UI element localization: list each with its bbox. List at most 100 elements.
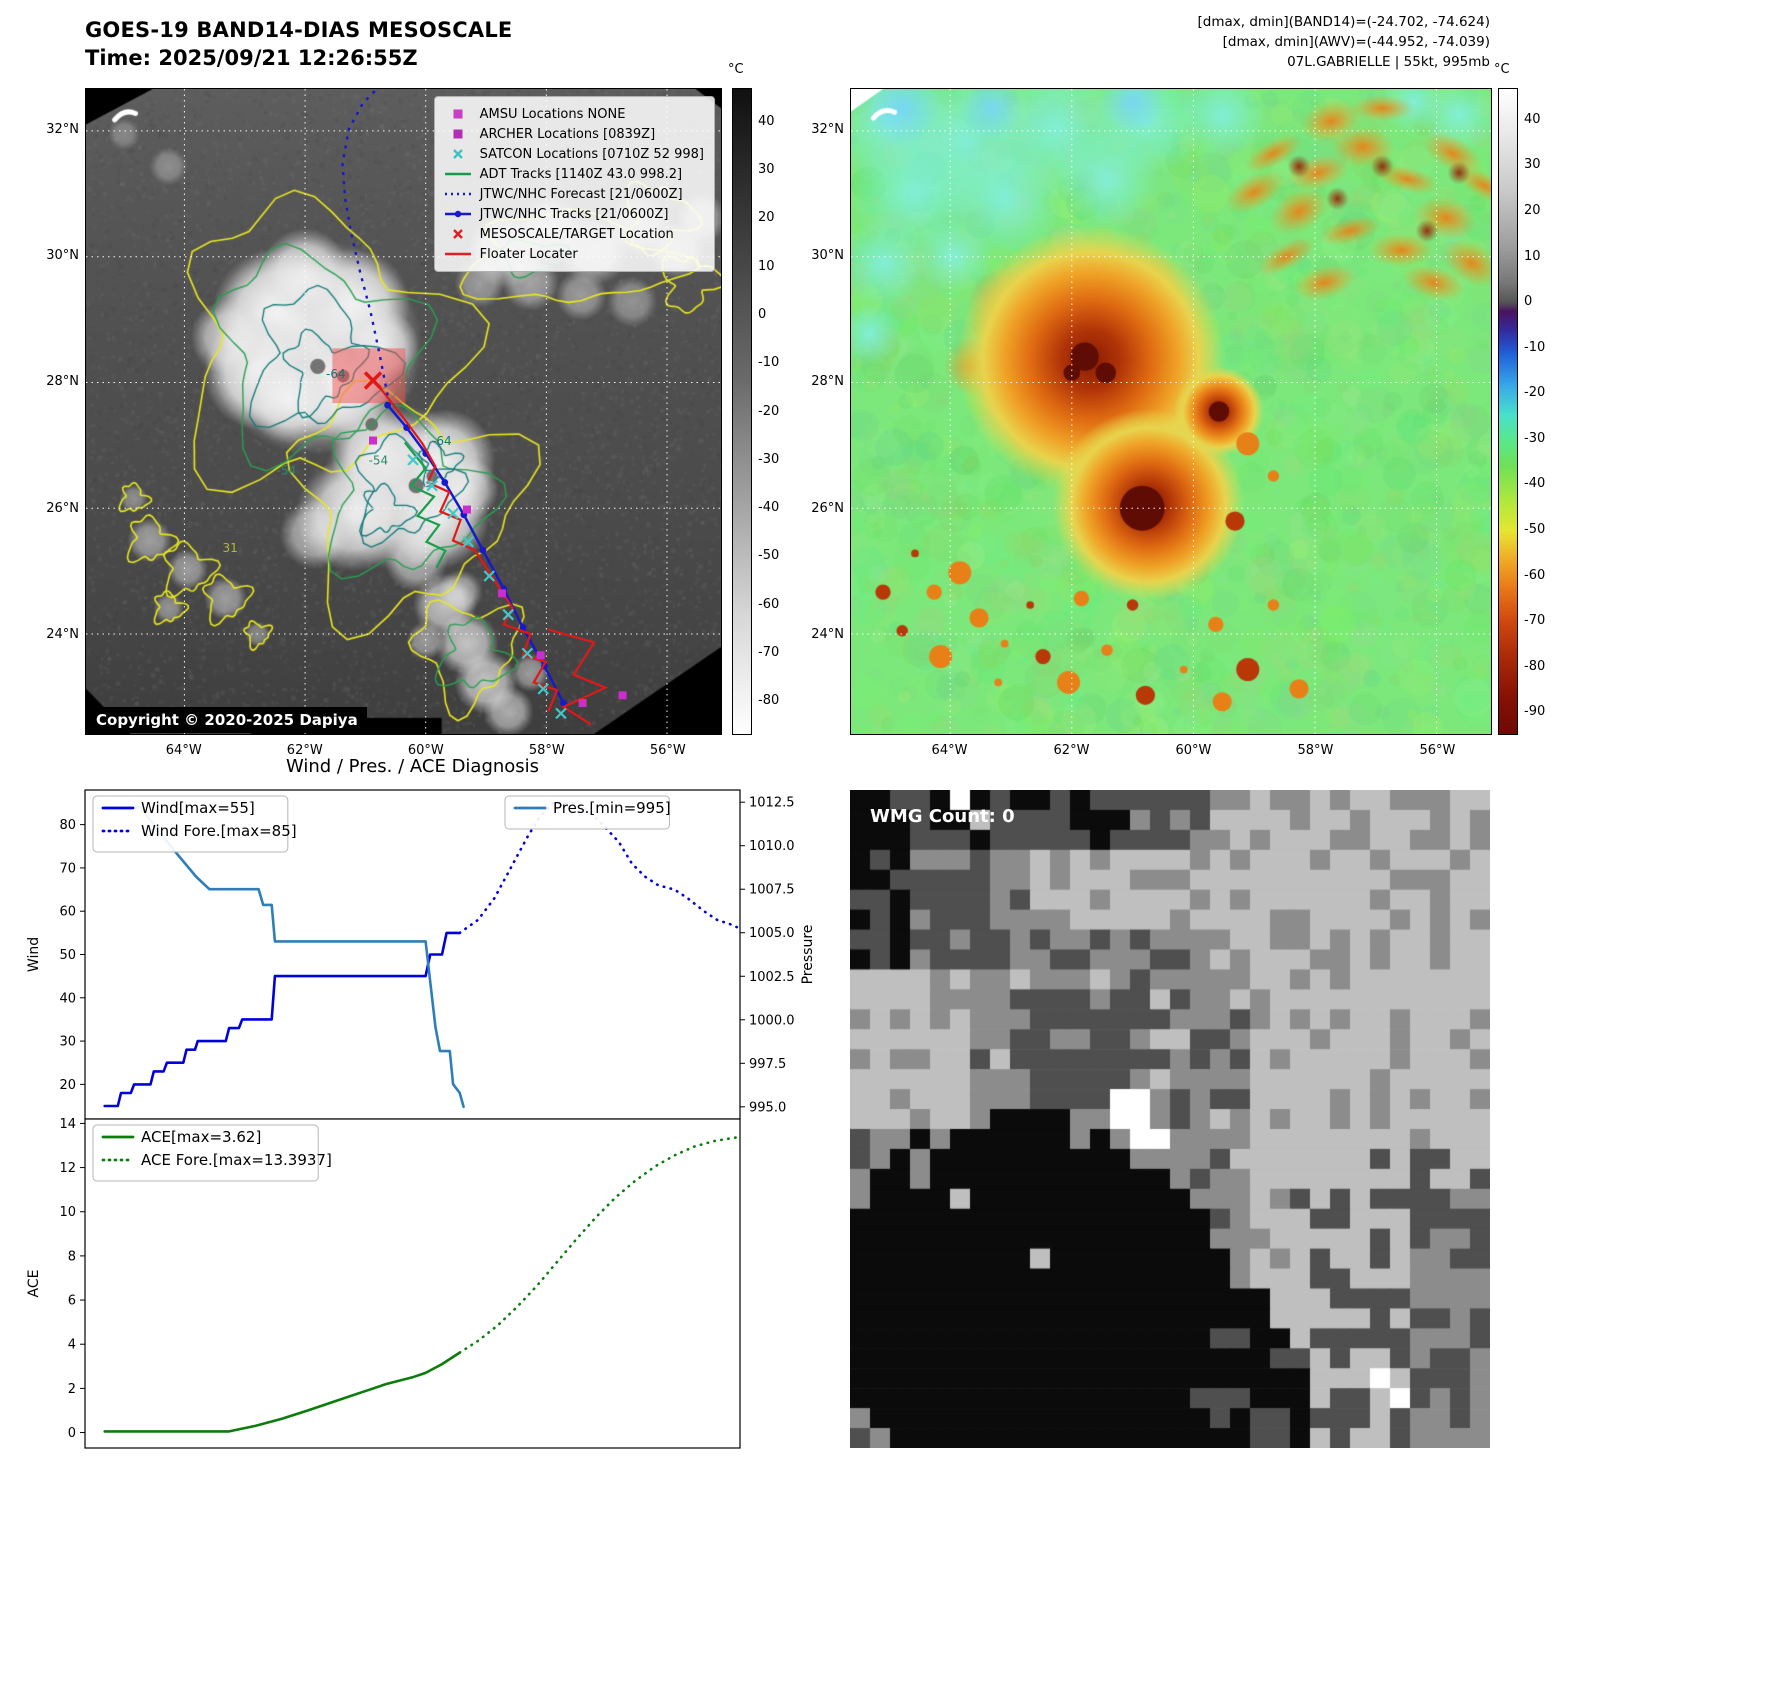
line-dot-marker-icon	[444, 210, 471, 218]
y-tick-label: 10	[59, 1205, 76, 1220]
copyright-label: Copyright © 2020-2025 Dapiya	[87, 707, 367, 733]
legend-item-label: ARCHER Locations [0839Z]	[479, 126, 656, 142]
line-marker-icon	[444, 252, 471, 256]
series-line	[103, 806, 465, 1109]
colorbar-tick-label: 10	[1524, 248, 1541, 264]
square-marker-icon	[453, 109, 463, 119]
y-tick-label: 30	[59, 1035, 76, 1050]
lat-tick-label: 26°N	[811, 500, 844, 516]
y-axis-label: Wind	[26, 937, 42, 972]
y2-tick-label: 1005.0	[749, 926, 795, 941]
y-axis-label: ACE	[26, 1270, 42, 1298]
y-tick-label: 4	[68, 1338, 76, 1353]
band14-map: 31-54-54-64-6451 AMSU Locations NONEARCH…	[85, 88, 722, 735]
x-marker-icon	[452, 149, 463, 159]
lon-tick-label: 58°W	[1297, 743, 1334, 758]
lat-tick-label: 30°N	[46, 248, 79, 264]
y-tick-label: 80	[59, 818, 76, 833]
y-tick-label: 8	[68, 1249, 76, 1264]
y2-tick-label: 1010.0	[749, 839, 795, 854]
lat-tick-label: 24°N	[811, 626, 844, 642]
awv-map	[850, 88, 1492, 735]
colorbar-tick-label: -50	[758, 548, 780, 564]
legend-item-label: JTWC/NHC Forecast [21/0600Z]	[479, 186, 683, 202]
ace-chart: 0 2 4 6 8 10 12 14 ACE ACE[max=3.62] ACE Fore.[max…	[20, 1111, 850, 1456]
lon-tick-label: 60°W	[407, 743, 444, 758]
awv-colorbar-unit: °C	[1494, 62, 1510, 77]
colorbar-tick-label: -20	[758, 403, 780, 419]
colorbar-tick-label: -40	[1524, 476, 1546, 492]
wind-pressure-chart: 20 30 40 50 60 70 80 995.0 997.5 1000.0 1002.5 1005…	[20, 782, 850, 1127]
legend-item: JTWC/NHC Forecast [21/0600Z]	[443, 184, 704, 204]
colorbar-tick-label: -40	[758, 500, 780, 516]
colorbar-tick-label: -60	[1524, 567, 1546, 583]
legend-item-label: Floater Locater	[479, 246, 578, 262]
legend-item: MESOSCALE/TARGET Location	[443, 224, 704, 244]
lon-tick-label: 62°W	[1053, 743, 1090, 758]
colorbar-tick-label: 10	[758, 258, 775, 274]
legend-item: Floater Locater	[443, 244, 704, 264]
chart-legend-label: Pres.[min=995]	[553, 799, 671, 817]
colorbar-tick-label: -10	[758, 355, 780, 371]
series-line	[103, 1351, 461, 1433]
line-marker-icon	[444, 172, 471, 176]
map-legend: AMSU Locations NONE ARCHER Locations [083…	[433, 96, 715, 272]
colorbar-tick-label: -60	[758, 596, 780, 612]
lat-tick-label: 24°N	[46, 626, 79, 642]
awv-colorbar	[1498, 88, 1518, 735]
lat-tick-label: 30°N	[811, 248, 844, 264]
lon-tick-label: 64°W	[165, 743, 202, 758]
x-marker-icon	[452, 229, 463, 239]
colorbar-tick-label: -30	[758, 451, 780, 467]
dmax-dmin-awv: [dmax, dmin](AWV)=(-44.952, -74.039)	[1222, 34, 1490, 50]
legend-item-label: SATCON Locations [0710Z 52 998]	[479, 146, 704, 162]
y-tick-label: 60	[59, 905, 76, 920]
colorbar-tick-label: -80	[758, 693, 780, 709]
colorbar-tick-label: 0	[758, 306, 767, 322]
y-tick-label: 2	[68, 1382, 76, 1397]
band14-colorbar	[732, 88, 752, 735]
wmg-count-label: WMG Count: 0	[870, 806, 1015, 827]
y-tick-label: 6	[68, 1294, 76, 1309]
y-tick-label: 70	[59, 861, 76, 876]
colorbar-tick-label: 20	[1524, 203, 1541, 219]
chart-legend-box	[92, 1124, 319, 1182]
y-tick-label: 20	[59, 1078, 76, 1093]
chart-legend-label: Wind[max=55]	[141, 799, 255, 817]
colorbar-tick-label: -10	[1524, 339, 1546, 355]
colorbar-tick-label: -90	[1524, 704, 1546, 720]
lat-tick-label: 28°N	[811, 374, 844, 390]
colorbar-tick-label: 30	[1524, 157, 1541, 173]
y2-tick-label: 1012.5	[749, 796, 795, 811]
y2-tick-label: 997.5	[749, 1057, 786, 1072]
legend-item-label: JTWC/NHC Tracks [21/0600Z]	[479, 206, 669, 222]
dotted-marker-icon	[444, 192, 471, 196]
y-tick-label: 0	[68, 1426, 76, 1441]
y2-tick-label: 1000.0	[749, 1013, 795, 1028]
band14-time: Time: 2025/09/21 12:26:55Z	[85, 46, 418, 70]
legend-item-label: ADT Tracks [1140Z 43.0 998.2]	[479, 166, 683, 182]
lon-tick-label: 58°W	[528, 743, 565, 758]
y2-tick-label: 1007.5	[749, 883, 795, 898]
diagnosis-title: Wind / Pres. / ACE Diagnosis	[285, 756, 540, 777]
colorbar-tick-label: 40	[758, 113, 775, 129]
chart-legend-box	[92, 795, 289, 853]
chart-legend-label: Wind Fore.[max=85]	[141, 822, 297, 840]
legend-item: AMSU Locations NONE	[443, 104, 704, 124]
chart-legend-label: ACE[max=3.62]	[141, 1128, 261, 1146]
lat-tick-label: 28°N	[46, 374, 79, 390]
y-tick-label: 50	[59, 948, 76, 963]
colorbar-tick-label: -20	[1524, 385, 1546, 401]
band14-colorbar-unit: °C	[728, 62, 744, 77]
series-line	[103, 931, 461, 1108]
band14-title: GOES-19 BAND14-DIAS MESOSCALE	[85, 18, 513, 42]
series-line	[458, 801, 742, 935]
y-tick-label: 40	[59, 991, 76, 1006]
lat-tick-label: 32°N	[46, 122, 79, 138]
wind-pressure-plot: 20 30 40 50 60 70 80 995.0 997.5 1000.0 1002.5 1005…	[26, 789, 816, 1120]
square-marker-icon	[453, 129, 463, 139]
chart-legend-box	[504, 795, 670, 830]
chart-legend-label: ACE Fore.[max=13.3937]	[141, 1151, 332, 1169]
legend-item: ADT Tracks [1140Z 43.0 998.2]	[443, 164, 704, 184]
